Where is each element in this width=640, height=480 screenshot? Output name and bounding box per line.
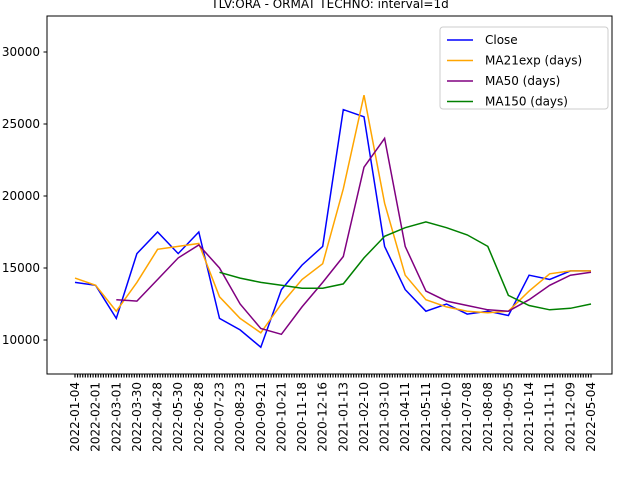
plot-frame: [46, 15, 613, 375]
x-tick-label: 2022-01-04: [68, 382, 82, 452]
x-tick-label: 2022-02-01: [89, 382, 103, 452]
y-tick-label: 20000: [2, 189, 40, 203]
x-tick-label: 2021-10-14: [522, 382, 536, 452]
legend-label: MA150 (days): [485, 95, 568, 109]
legend: Close MA21exp (days) MA50 (days) MA150 (day…: [439, 26, 609, 110]
legend-label: Close: [485, 33, 518, 47]
x-tick-label: 2021-11-11: [543, 382, 557, 452]
series-line: [116, 136, 592, 336]
x-tick-label: 2020-11-18: [295, 382, 309, 452]
legend-label: MA21exp (days): [485, 54, 582, 68]
y-tick-label: 15000: [2, 261, 40, 275]
x-tick-label: 2021-08-08: [481, 382, 495, 452]
legend-label: MA50 (days): [485, 74, 560, 88]
x-tick-label: 2022-03-30: [130, 382, 144, 452]
x-tick-label: 2020-10-21: [274, 382, 288, 452]
y-tick-label: 30000: [2, 45, 40, 59]
y-tick-label: 25000: [2, 117, 40, 131]
chart-title: TLV:ORA - ORMAT TECHNO: interval=1d: [210, 0, 448, 11]
legend-box: [439, 26, 609, 110]
x-tick-label: 2022-05-30: [171, 382, 185, 452]
x-tick-label: 2021-07-08: [460, 382, 474, 452]
x-tick-label: 2022-03-01: [109, 382, 123, 452]
x-tick-label: 2020-12-16: [316, 382, 330, 452]
x-tick-label: 2020-09-21: [254, 382, 268, 452]
x-tick-label: 2021-01-13: [336, 382, 350, 452]
x-tick-label: 2021-03-10: [378, 382, 392, 452]
x-tick-label: 2021-09-05: [501, 382, 515, 452]
x-tick-label: 2021-12-09: [563, 382, 577, 452]
x-tick-label: 2021-02-10: [357, 382, 371, 452]
x-tick-label: 2022-06-28: [192, 382, 206, 452]
x-tick-label: 2021-04-11: [398, 382, 412, 452]
series-line: [74, 108, 591, 349]
x-tick-label: 2021-05-11: [419, 382, 433, 452]
x-tick-label: 2021-06-10: [440, 382, 454, 452]
y-tick-label: 10000: [2, 333, 40, 347]
series-line: [219, 221, 592, 311]
x-tick-label: 2022-05-04: [584, 382, 598, 452]
x-tick-label: 2020-07-23: [212, 382, 226, 452]
x-tick-label: 2020-08-23: [233, 382, 247, 452]
x-tick-label: 2022-04-28: [151, 382, 165, 452]
